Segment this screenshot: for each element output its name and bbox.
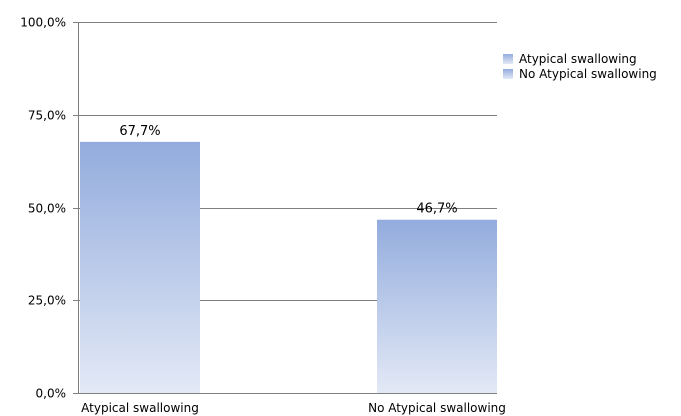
legend-swatch	[503, 69, 513, 79]
x-category-label: Atypical swallowing	[81, 401, 199, 415]
labels: 0,0% 25,0% 50,0% 75,0% 100,0% 67,7% Atypical s…	[20, 16, 506, 416]
bar	[80, 141, 200, 393]
y-tick-label: 75,0%	[28, 109, 66, 123]
legend-swatch	[503, 54, 513, 64]
data-label: 46,7%	[416, 202, 457, 217]
bars	[80, 141, 497, 393]
legend-label: No Atypical swallowing	[519, 67, 657, 81]
bar	[377, 219, 497, 393]
y-tick-label: 0,0%	[36, 387, 67, 401]
x-category-label: No Atypical swallowing	[368, 401, 506, 415]
y-tick-label: 100,0%	[20, 16, 66, 30]
legend-label: Atypical swallowing	[519, 52, 637, 66]
axes	[73, 22, 497, 394]
y-tick-label: 50,0%	[28, 202, 66, 216]
y-tick-label: 25,0%	[28, 294, 66, 308]
data-label: 67,7%	[119, 124, 160, 139]
